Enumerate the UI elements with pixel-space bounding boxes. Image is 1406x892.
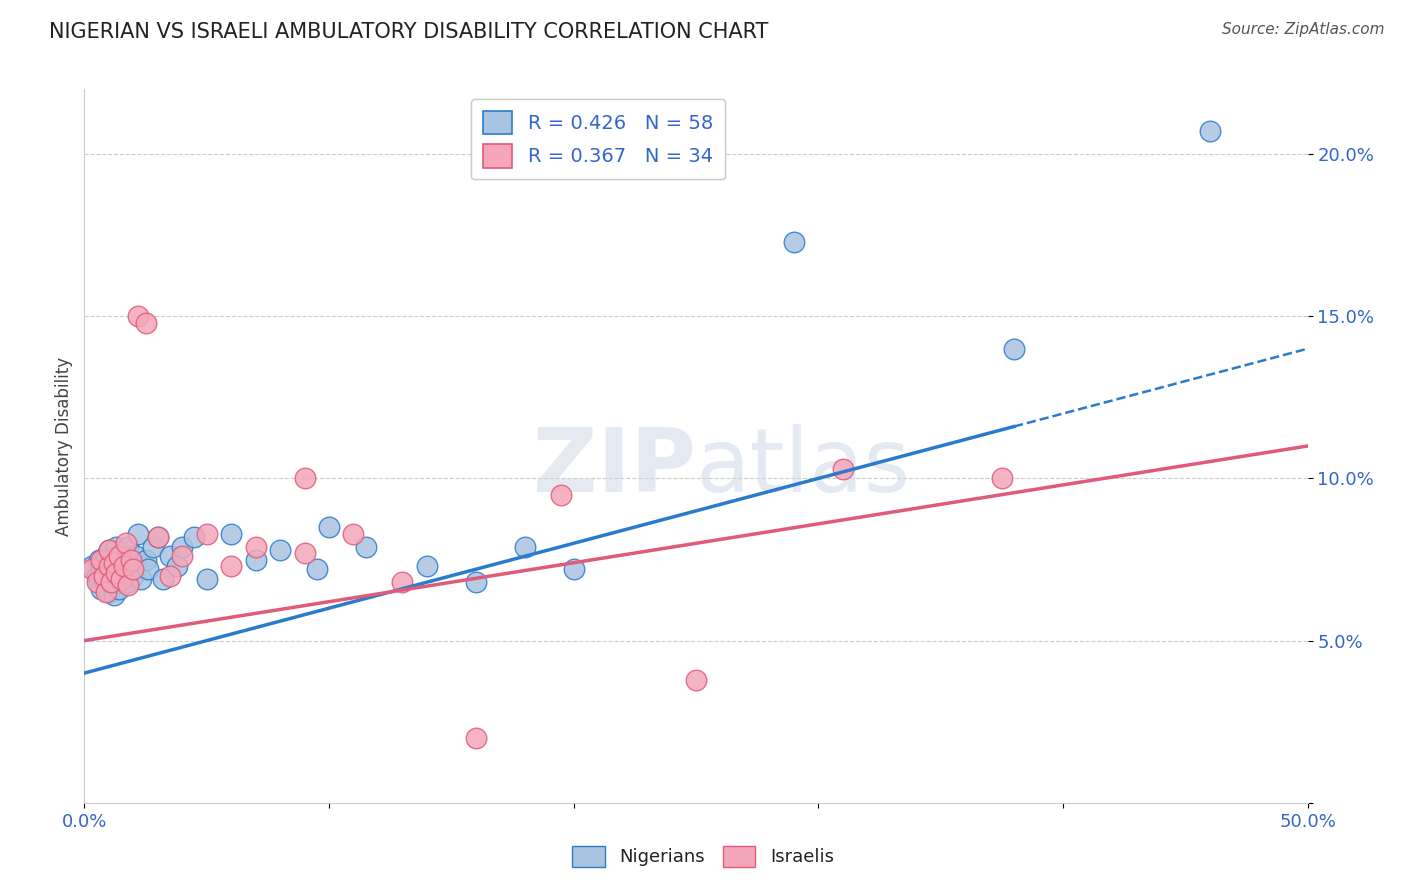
Point	[245, 540, 267, 554]
Point	[97, 559, 120, 574]
Text: ZIP: ZIP	[533, 424, 696, 511]
Point	[294, 471, 316, 485]
Point	[117, 540, 139, 554]
Point	[354, 540, 377, 554]
Point	[318, 520, 340, 534]
Point	[90, 552, 112, 566]
Point	[146, 530, 169, 544]
Point	[342, 526, 364, 541]
Point	[93, 568, 115, 582]
Point	[245, 552, 267, 566]
Point	[464, 575, 486, 590]
Point	[110, 572, 132, 586]
Y-axis label: Ambulatory Disability: Ambulatory Disability	[55, 357, 73, 535]
Point	[294, 546, 316, 560]
Point	[550, 488, 572, 502]
Point	[562, 562, 585, 576]
Point	[783, 235, 806, 249]
Point	[97, 568, 120, 582]
Legend: R = 0.426   N = 58, R = 0.367   N = 34: R = 0.426 N = 58, R = 0.367 N = 34	[471, 99, 724, 179]
Point	[152, 572, 174, 586]
Point	[831, 461, 853, 475]
Point	[93, 556, 115, 570]
Point	[159, 568, 181, 582]
Point	[96, 549, 118, 564]
Point	[391, 575, 413, 590]
Point	[120, 552, 142, 566]
Point	[80, 559, 103, 574]
Point	[685, 673, 707, 687]
Point	[103, 556, 125, 570]
Point	[159, 549, 181, 564]
Point	[105, 540, 128, 554]
Point	[87, 575, 110, 590]
Point	[117, 575, 139, 590]
Point	[122, 562, 145, 576]
Point	[172, 540, 194, 554]
Point	[166, 559, 188, 574]
Point	[103, 552, 125, 566]
Point	[110, 546, 132, 560]
Point	[146, 530, 169, 544]
Point	[80, 562, 103, 576]
Point	[269, 542, 291, 557]
Point	[991, 471, 1014, 485]
Point	[100, 562, 122, 576]
Point	[115, 562, 138, 576]
Point	[129, 572, 152, 586]
Point	[135, 316, 157, 330]
Point	[219, 559, 242, 574]
Point	[195, 526, 218, 541]
Legend: Nigerians, Israelis: Nigerians, Israelis	[565, 838, 841, 874]
Point	[105, 566, 128, 580]
Point	[112, 559, 135, 574]
Point	[127, 310, 149, 324]
Point	[112, 572, 135, 586]
Point	[117, 578, 139, 592]
Point	[115, 536, 138, 550]
Point	[107, 549, 129, 564]
Point	[125, 549, 148, 564]
Point	[122, 568, 145, 582]
Point	[100, 575, 122, 590]
Point	[96, 578, 118, 592]
Text: atlas: atlas	[696, 424, 911, 511]
Point	[195, 572, 218, 586]
Point	[97, 585, 120, 599]
Point	[105, 566, 128, 580]
Point	[1002, 342, 1025, 356]
Point	[219, 526, 242, 541]
Point	[135, 552, 157, 566]
Point	[1198, 124, 1220, 138]
Point	[90, 582, 112, 596]
Point	[86, 568, 108, 582]
Point	[90, 562, 112, 576]
Point	[87, 552, 110, 566]
Text: Source: ZipAtlas.com: Source: ZipAtlas.com	[1222, 22, 1385, 37]
Point	[142, 540, 165, 554]
Point	[97, 542, 120, 557]
Point	[93, 566, 115, 580]
Point	[183, 530, 205, 544]
Point	[107, 582, 129, 596]
Point	[107, 559, 129, 574]
Point	[416, 559, 439, 574]
Text: NIGERIAN VS ISRAELI AMBULATORY DISABILITY CORRELATION CHART: NIGERIAN VS ISRAELI AMBULATORY DISABILIT…	[49, 22, 769, 42]
Point	[112, 552, 135, 566]
Point	[103, 588, 125, 602]
Point	[120, 559, 142, 574]
Point	[127, 526, 149, 541]
Point	[172, 549, 194, 564]
Point	[464, 731, 486, 745]
Point	[96, 585, 118, 599]
Point	[97, 542, 120, 557]
Point	[513, 540, 536, 554]
Point	[110, 568, 132, 582]
Point	[136, 562, 159, 576]
Point	[100, 575, 122, 590]
Point	[305, 562, 328, 576]
Point	[97, 559, 120, 574]
Point	[86, 575, 108, 590]
Point	[93, 572, 115, 586]
